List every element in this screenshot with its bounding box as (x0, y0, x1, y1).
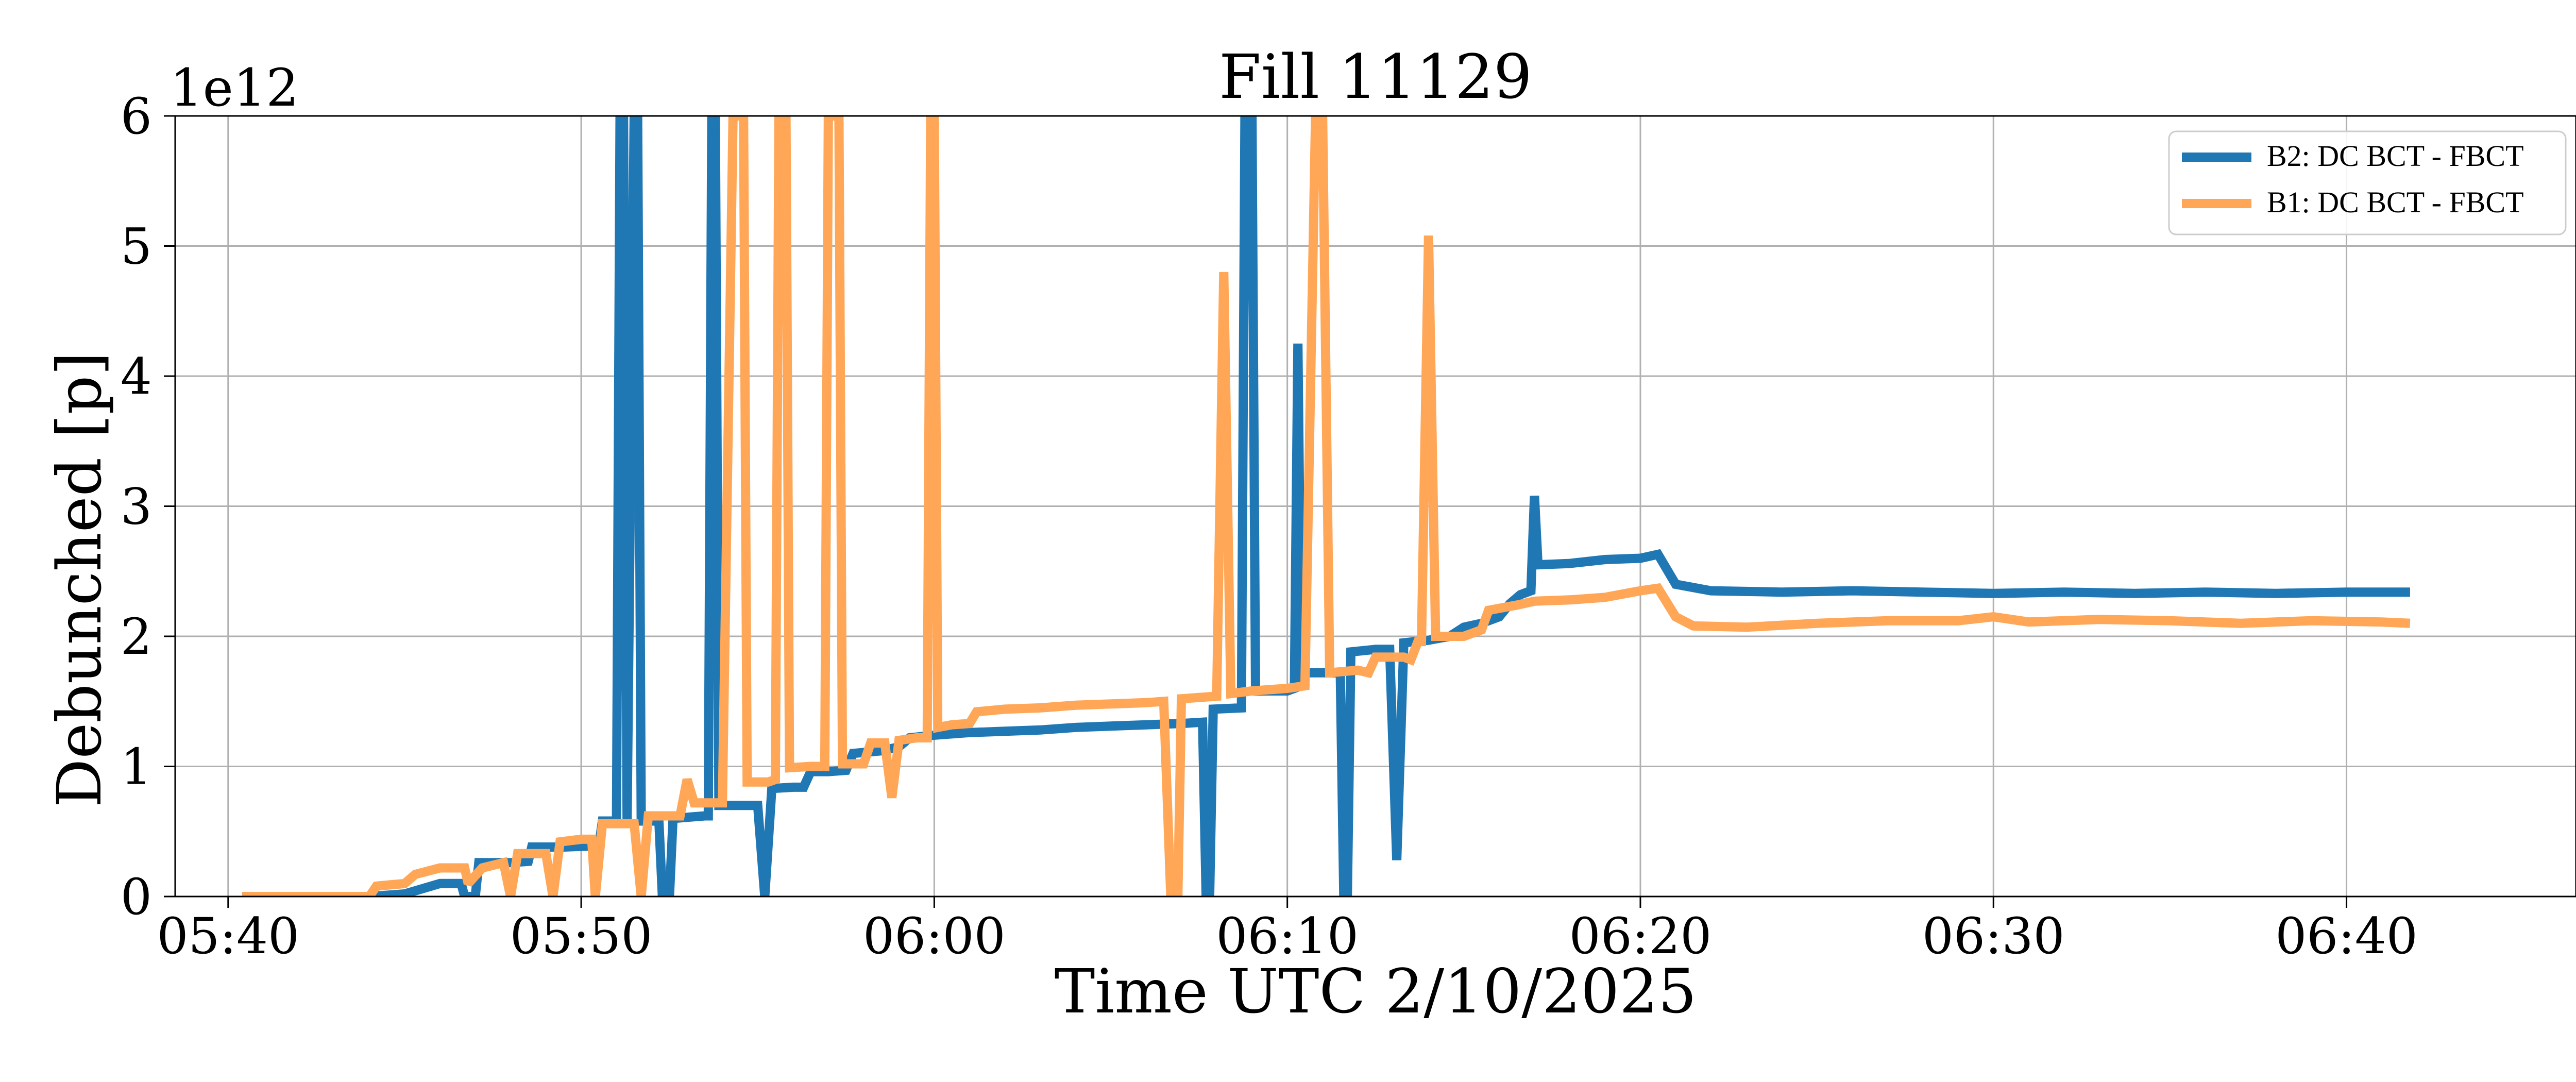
legend-label-b1: B1: DC BCT - FBCT (2267, 185, 2524, 219)
x-tick-label: 05:40 (157, 907, 299, 965)
series-line-b2 (242, 116, 2410, 897)
y-tick-label: 5 (121, 218, 152, 276)
series-line-b1 (242, 116, 2411, 897)
y-axis-label: Debunched [p] (44, 352, 115, 808)
x-tick-label: 06:10 (1216, 907, 1359, 965)
y-tick-label: 6 (121, 88, 152, 145)
x-axis-label: Time UTC 2/10/2025 (1055, 956, 1697, 1027)
chart-title: Fill 11129 (1219, 41, 1532, 112)
y-multiplier-label: 1e12 (170, 58, 299, 118)
axis-ticks: 05:40 05:50 06:00 06:10 06:20 06:30 06:40 0 1 2 3 4… (121, 88, 2418, 965)
y-tick-label: 1 (121, 738, 152, 796)
y-tick-label: 3 (121, 478, 152, 536)
series-lines (242, 116, 2411, 897)
x-tick-label: 06:40 (2275, 907, 2418, 965)
y-tick-label: 4 (121, 348, 152, 405)
x-tick-label: 05:50 (510, 907, 653, 965)
x-tick-label: 06:20 (1569, 907, 1712, 965)
legend: B2: DC BCT - FBCT B1: DC BCT - FBCT (2168, 130, 2567, 235)
x-tick-label: 06:00 (863, 907, 1006, 965)
legend-box (2168, 130, 2567, 235)
x-tick-label: 06:30 (1922, 907, 2065, 965)
legend-label-b2: B2: DC BCT - FBCT (2267, 139, 2524, 173)
y-tick-label: 2 (121, 608, 152, 666)
y-tick-label: 0 (121, 868, 152, 926)
